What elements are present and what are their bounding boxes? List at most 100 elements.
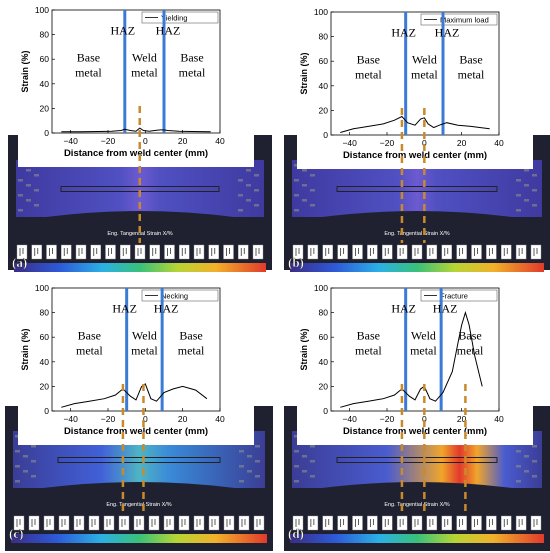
y-tick-label: 60 [40,54,50,64]
y-tick-label: 20 [319,105,329,115]
strain-plot: 0 20 40 60 80 100 −40 −20 0 20 40 Distance from wel… [297,282,533,445]
speckle [294,164,299,167]
dic-colorbar [290,263,544,272]
chart-panel-1: Eng. Tangential Strain X/% (a) 0 20 40 60 80 10… [8,4,272,272]
speckle [516,194,521,197]
colorbar-tick-box [337,244,348,260]
plot-background [297,6,533,169]
specimen [16,160,264,217]
y-tick-label: 0 [323,406,328,416]
speckle [532,189,537,192]
colorbar-tick-box [238,244,249,260]
x-tick-label: 20 [457,138,467,148]
colorbar-tick-box [58,515,70,531]
x-tick-label: 40 [215,136,225,146]
x-tick-label: −40 [342,138,357,148]
x-tick-label: 20 [457,414,467,424]
y-tick-label: 60 [319,332,329,342]
x-axis-label: Distance from weld center (mm) [343,150,487,161]
colorbar-tick-box [456,515,467,531]
x-tick-label: 40 [494,414,504,424]
colorbar-tick-box [120,244,131,260]
y-tick-label: 20 [40,381,50,391]
extraction-line [336,457,498,463]
extraction-line [57,457,221,463]
colorbar-tick-box [501,244,512,260]
colorbar-tick-box [426,515,438,531]
colorbar-tick-box [382,244,393,260]
speckle [246,184,251,187]
speckle [532,204,537,207]
speckle [34,174,39,177]
colorbar-tick-box [292,515,304,531]
speckle [294,480,299,483]
speckle [15,465,20,468]
speckle [310,475,315,478]
y-tick-label: 80 [319,308,329,318]
y-tick-label: 20 [319,381,329,391]
x-tick-label: 40 [215,414,225,424]
colorbar-tick-box [148,515,160,531]
region-label-base-right: Base metal [458,53,485,82]
legend-label: Necking [161,292,188,301]
y-tick-label: 80 [319,32,329,42]
colorbar-tick-box [456,244,467,260]
y-tick-label: 100 [314,7,328,17]
dic-colorbar-label: Eng. Tangential Strain X/% [384,231,449,237]
colorbar-tick-box [178,515,190,531]
x-tick-label: −40 [63,136,78,146]
colorbar-tick-box [486,515,497,531]
y-tick-label: 0 [44,406,49,416]
speckle [294,450,299,453]
speckle [524,169,529,172]
y-axis-label: Strain (%) [20,50,30,92]
x-tick-label: 20 [178,414,188,424]
speckle [302,169,307,172]
colorbar-tick-box [441,515,452,531]
region-label-haz-right: HAZ [435,26,460,40]
speckle [31,445,36,448]
speckle [247,455,252,458]
x-axis-label: Distance from weld center (mm) [64,148,208,159]
region-label-weld: Weld metal [410,329,437,358]
colorbar-tick-box [88,515,100,531]
speckle [247,470,252,473]
x-axis-label: Distance from weld center (mm) [343,426,487,437]
speckle [532,460,537,463]
speckle [532,445,537,448]
colorbar-tick-box [253,515,265,531]
speckle [239,465,244,468]
colorbar-tick-box [486,244,497,260]
colorbar-tick-box [322,244,333,260]
panel-label: (d) [288,526,304,541]
plot-background [18,4,254,167]
speckle [23,455,28,458]
region-label-weld: Weld metal [131,329,158,358]
strain-curve [61,127,211,133]
plot-frame [330,11,500,136]
speckle [239,480,244,483]
colorbar-tick-box [352,515,363,531]
colorbar-tick-box [105,244,116,260]
dic-colorbar-label: Eng. Tangential Strain X/% [384,502,449,508]
region-label-base-left: Base metal [76,329,103,358]
region-label-base-right: Base metal [457,329,484,358]
colorbar-tick-box [193,515,205,531]
speckle [310,174,315,177]
speckle [254,189,259,192]
colorbar-tick-box [367,244,378,260]
speckle [255,460,260,463]
x-tick-label: 0 [422,414,427,424]
region-label-weld: Weld metal [411,53,438,82]
speckle [516,179,521,182]
y-axis-label: Strain (%) [20,328,30,370]
panel-label: (c) [9,526,23,541]
colorbar-tick-box [223,515,235,531]
strain-curve [61,383,208,408]
speckle [34,189,39,192]
speckle [302,199,307,202]
speckle [524,199,529,202]
y-tick-label: 40 [319,81,329,91]
region-label-haz-left: HAZ [391,26,416,40]
panel-label: (b) [288,255,304,270]
